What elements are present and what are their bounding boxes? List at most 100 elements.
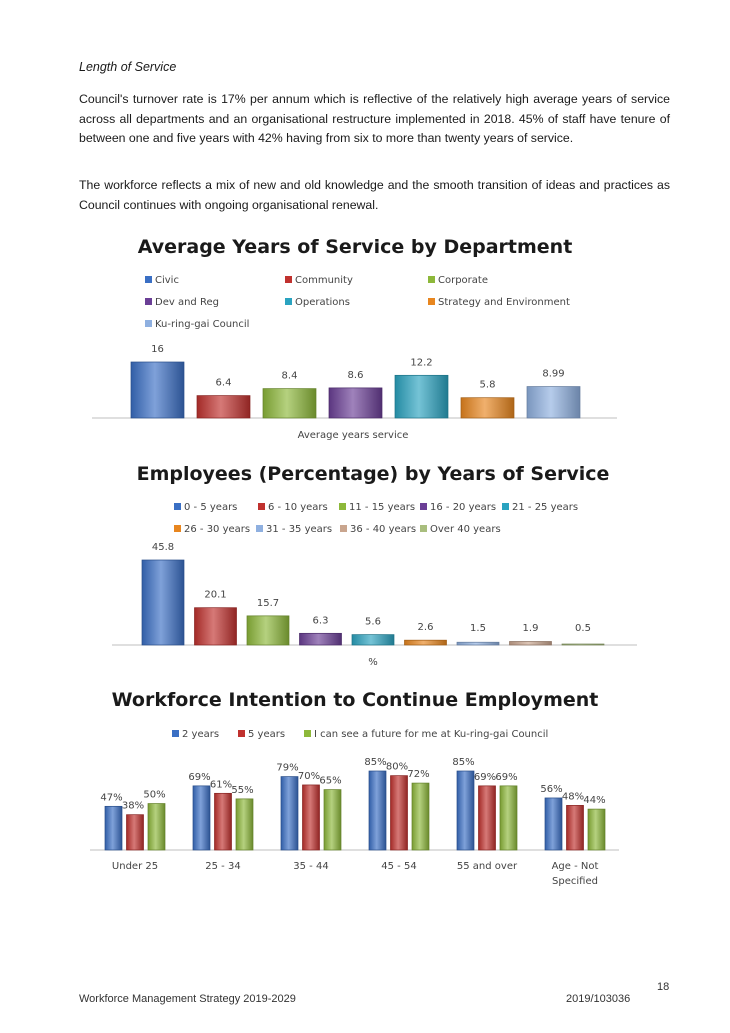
bar-i-can-see-a-future-for-me-at-ku-ring-gai-council-age-not-specified <box>587 808 606 851</box>
category-label-25-34: 25 - 34 <box>205 861 240 872</box>
data-label-i-can-see-a-future-for-me-at-ku-ring-gai-council-55-and-over: 69% <box>495 772 517 783</box>
legend-item-26-30-years-label: 26 - 30 years <box>184 524 250 535</box>
data-label-community: 6.4 <box>216 378 232 389</box>
category-label-under-25: Under 25 <box>112 861 158 872</box>
bar-dev-and-reg <box>328 387 383 419</box>
data-label-21-25-years: 5.6 <box>365 617 381 628</box>
legend-item-dev-and-reg-label: Dev and Reg <box>155 297 219 308</box>
paragraph-turnover: Council's turnover rate is 17% per annum… <box>79 92 670 145</box>
data-label-5-years-35-44: 70% <box>298 771 320 782</box>
data-label-i-can-see-a-future-for-me-at-ku-ring-gai-council-age-not-specified: 44% <box>583 795 605 806</box>
data-label-2-years-35-44: 79% <box>276 763 298 774</box>
bar-2-years-55-and-over <box>456 770 475 851</box>
chart-title: Employees (Percentage) by Years of Servi… <box>137 463 610 485</box>
bar-2-years-age-not-specified <box>544 797 563 851</box>
legend-item-31-35-years-label: 31 - 35 years <box>266 524 332 535</box>
bar-civic <box>130 361 185 419</box>
legend-item-26-30-years-swatch <box>174 525 181 532</box>
bar-i-can-see-a-future-for-me-at-ku-ring-gai-council-25-34 <box>235 798 254 851</box>
paragraph-workforce-mix: The workforce reflects a mix of new and … <box>79 178 670 212</box>
data-label-corporate: 8.4 <box>282 371 298 382</box>
category-label-45-54: 45 - 54 <box>381 861 416 872</box>
bar-over-40-years <box>561 643 605 646</box>
legend-item-21-25-years-swatch <box>502 503 509 510</box>
x-axis-label: Average years service <box>298 430 409 441</box>
bar-2-years-35-44 <box>280 776 299 851</box>
bar-26-30-years <box>404 639 447 646</box>
data-label-i-can-see-a-future-for-me-at-ku-ring-gai-council-25-34: 55% <box>231 785 253 796</box>
data-label-civic: 16 <box>151 344 164 355</box>
legend-item-operations-swatch <box>285 298 292 305</box>
data-label-2-years-age-not-specified: 56% <box>540 784 562 795</box>
bar-2-years-under-25 <box>104 805 123 851</box>
category-label-age-not-specified: Age - Not Specified <box>552 861 599 887</box>
legend-item-0-5-years-label: 0 - 5 years <box>184 502 237 513</box>
data-label-i-can-see-a-future-for-me-at-ku-ring-gai-council-under-25: 50% <box>143 790 165 801</box>
chart-title: Average Years of Service by Department <box>138 236 573 258</box>
bar-i-can-see-a-future-for-me-at-ku-ring-gai-council-55-and-over <box>499 785 518 851</box>
bar-5-years-under-25 <box>126 814 144 851</box>
bar-5-years-age-not-specified <box>566 805 584 851</box>
legend-item-operations-label: Operations <box>295 297 350 308</box>
legend-item-corporate-label: Corporate <box>438 275 488 286</box>
legend-item-strategy-and-environment-label: Strategy and Environment <box>438 297 570 308</box>
legend-item-over-40-years-swatch <box>420 525 427 532</box>
bar-i-can-see-a-future-for-me-at-ku-ring-gai-council-under-25 <box>147 803 166 851</box>
legend-item-i-can-see-a-future-for-me-at-ku-ring-gai-council-label: I can see a future for me at Ku-ring-gai… <box>314 729 548 740</box>
bar-corporate <box>262 388 317 419</box>
bar-2-years-45-54 <box>368 770 387 851</box>
page-number: 18 <box>657 981 670 993</box>
data-label-dev-and-reg: 8.6 <box>348 370 364 381</box>
legend-item-strategy-and-environment-swatch <box>428 298 435 305</box>
footer-reference-number: 2019/103036 <box>566 993 631 1005</box>
data-label-i-can-see-a-future-for-me-at-ku-ring-gai-council-45-54: 72% <box>407 769 429 780</box>
category-label-35-44: 35 - 44 <box>293 861 328 872</box>
data-label-2-years-25-34: 69% <box>188 772 210 783</box>
bar-16-20-years <box>299 632 342 646</box>
data-label-5-years-age-not-specified: 48% <box>562 791 584 802</box>
bar-ku-ring-gai-council <box>526 386 581 419</box>
data-label-2-years-under-25: 47% <box>100 792 122 803</box>
data-label-5-years-55-and-over: 69% <box>474 772 496 783</box>
legend-item-31-35-years-swatch <box>256 525 263 532</box>
legend-item-2-years-swatch <box>172 730 179 737</box>
legend-item-ku-ring-gai-council-swatch <box>145 320 152 327</box>
chart-average-years-of-service: Average Years of Service by Department Ci… <box>92 236 617 441</box>
data-label-16-20-years: 6.3 <box>313 615 329 626</box>
legend-item-11-15-years-label: 11 - 15 years <box>349 502 415 513</box>
bar-5-years-55-and-over <box>478 785 496 851</box>
bar-community <box>196 395 251 419</box>
data-label-5-years-45-54: 80% <box>386 762 408 773</box>
bar-11-15-years <box>246 615 290 646</box>
section-heading: Length of Service <box>79 60 177 74</box>
chart-employees-by-years-of-service: Employees (Percentage) by Years of Servi… <box>112 463 637 668</box>
legend-item-i-can-see-a-future-for-me-at-ku-ring-gai-council-swatch <box>304 730 311 737</box>
chart-title: Workforce Intention to Continue Employme… <box>112 689 599 711</box>
legend-item-community-swatch <box>285 276 292 283</box>
legend-item-36-40-years-swatch <box>340 525 347 532</box>
legend-item-0-5-years-swatch <box>174 503 181 510</box>
bar-strategy-and-environment <box>460 397 515 419</box>
data-label-36-40-years: 1.9 <box>523 623 539 634</box>
bar-operations <box>394 374 449 419</box>
bar-5-years-25-34 <box>214 792 232 851</box>
bar-0-5-years <box>141 559 185 646</box>
data-label-0-5-years: 45.8 <box>152 542 174 553</box>
data-label-2-years-45-54: 85% <box>364 757 386 768</box>
data-label-31-35-years: 1.5 <box>470 623 486 634</box>
data-label-ku-ring-gai-council: 8.99 <box>542 369 564 380</box>
bar-5-years-35-44 <box>302 784 320 851</box>
bar-i-can-see-a-future-for-me-at-ku-ring-gai-council-35-44 <box>323 789 342 851</box>
data-label-over-40-years: 0.5 <box>575 623 591 634</box>
legend-item-civic-swatch <box>145 276 152 283</box>
legend-item-over-40-years-label: Over 40 years <box>430 524 501 535</box>
legend-item-16-20-years-label: 16 - 20 years <box>430 502 496 513</box>
legend-item-5-years-label: 5 years <box>248 729 285 740</box>
bar-i-can-see-a-future-for-me-at-ku-ring-gai-council-45-54 <box>411 782 430 851</box>
legend-item-dev-and-reg-swatch <box>145 298 152 305</box>
legend-item-corporate-swatch <box>428 276 435 283</box>
data-label-5-years-25-34: 61% <box>210 779 232 790</box>
legend-item-civic-label: Civic <box>155 275 179 286</box>
category-label-55-and-over: 55 and over <box>457 861 518 872</box>
chart-workforce-intention: Workforce Intention to Continue Employme… <box>90 689 619 887</box>
